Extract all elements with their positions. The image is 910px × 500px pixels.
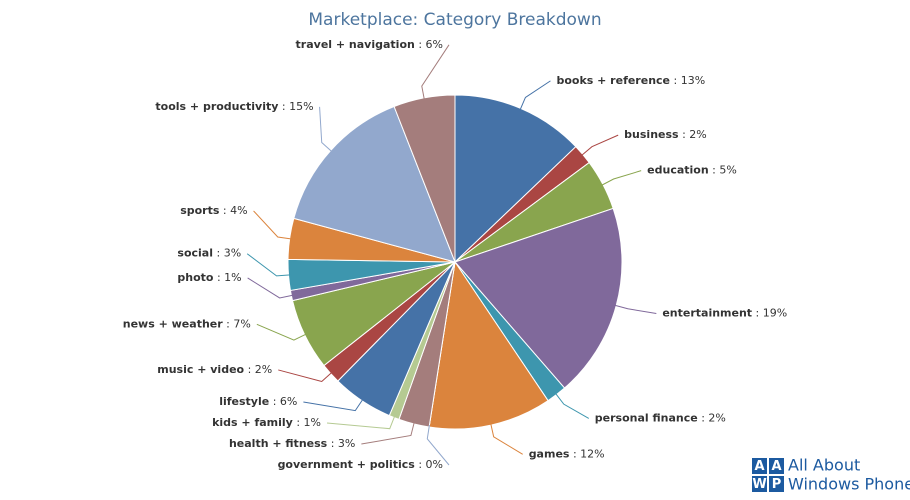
label-separator: : [213,247,224,260]
label-name: sports [180,204,220,217]
label-separator: : [569,447,580,460]
data-label: lifestyle : 6% [219,395,297,408]
label-name: music + video [157,363,244,376]
label-value: 12% [580,447,604,460]
label-separator: : [223,317,234,330]
label-separator: : [293,416,304,429]
label-name: travel + navigation [296,38,415,51]
connector [421,44,450,100]
connector [247,277,294,299]
label-separator: : [415,458,426,471]
connector [361,421,415,445]
label-name: entertainment [662,306,752,319]
connector [253,210,292,240]
label-separator: : [709,164,720,177]
label-value: 13% [681,74,705,87]
label-value: 6% [280,395,297,408]
logo-box [752,476,767,492]
label-value: 5% [719,164,736,177]
data-label: games : 12% [529,447,605,460]
logo-letter: A [771,459,781,474]
label-separator: : [670,74,681,87]
label-separator: : [213,271,224,284]
label-separator: : [219,204,230,217]
connector [256,323,307,341]
data-label: education : 5% [647,164,737,177]
label-value: 3% [338,437,355,450]
data-label: kids + family : 1% [212,416,321,429]
connector [426,424,450,466]
label-name: business [624,128,679,141]
data-label: business : 2% [624,128,707,141]
label-value: 2% [708,411,725,424]
data-label: music + video : 2% [157,363,272,376]
data-label: photo : 1% [177,271,241,284]
label-separator: : [327,437,338,450]
watermark-text: All About [788,456,860,475]
watermark: A A W P All About Windows Phone [752,456,910,494]
connector [614,304,657,314]
data-label: news + weather : 7% [123,317,251,330]
connector [246,253,291,277]
label-name: personal finance [595,411,698,424]
connector [303,398,364,412]
label-value: 0% [426,458,443,471]
data-label: government + politics : 0% [278,458,443,471]
label-value: 15% [289,100,313,113]
connector [326,415,396,430]
label-name: books + reference [556,74,670,87]
label-value: 19% [763,306,787,319]
chart-title: Marketplace: Category Breakdown [308,10,601,30]
label-name: tools + productivity [155,100,278,113]
label-value: 2% [689,128,706,141]
connector [519,80,551,111]
connector [580,134,619,157]
connector [554,392,590,419]
logo-letter: P [772,477,782,492]
data-label: personal finance : 2% [595,411,726,424]
label-separator: : [415,38,426,51]
label-value: 6% [426,38,443,51]
label-separator: : [269,395,280,408]
label-value: 2% [255,363,272,376]
label-value: 4% [230,204,247,217]
data-label: entertainment : 19% [662,306,787,319]
label-name: kids + family [212,416,293,429]
logo-box [769,476,784,492]
logo-box [752,458,767,474]
label-separator: : [278,100,289,113]
label-name: games [529,447,570,460]
watermark-text: Windows Phone [788,475,910,494]
connector [319,106,333,153]
label-name: government + politics [278,458,416,471]
label-separator: : [698,411,709,424]
data-label: travel + navigation : 6% [296,38,443,51]
data-label: books + reference : 13% [556,74,705,87]
label-value: 3% [224,247,241,260]
label-name: health + fitness [229,437,328,450]
label-separator: : [244,363,255,376]
logo-letter: W [752,477,766,492]
label-separator: : [679,128,690,141]
label-name: education [647,164,709,177]
label-value: 1% [224,271,241,284]
label-name: photo [177,271,214,284]
label-separator: : [752,306,763,319]
label-name: lifestyle [219,395,269,408]
logo-box [769,458,784,474]
data-label: sports : 4% [180,204,247,217]
label-name: social [177,247,213,260]
logo-letter: A [754,459,764,474]
data-label: tools + productivity : 15% [155,100,313,113]
label-value: 1% [304,416,321,429]
data-label: social : 3% [177,247,241,260]
connector [600,170,642,186]
label-name: news + weather [123,317,223,330]
data-label: health + fitness : 3% [229,437,355,450]
connector [490,422,523,455]
connector [278,369,333,383]
label-value: 7% [233,317,250,330]
